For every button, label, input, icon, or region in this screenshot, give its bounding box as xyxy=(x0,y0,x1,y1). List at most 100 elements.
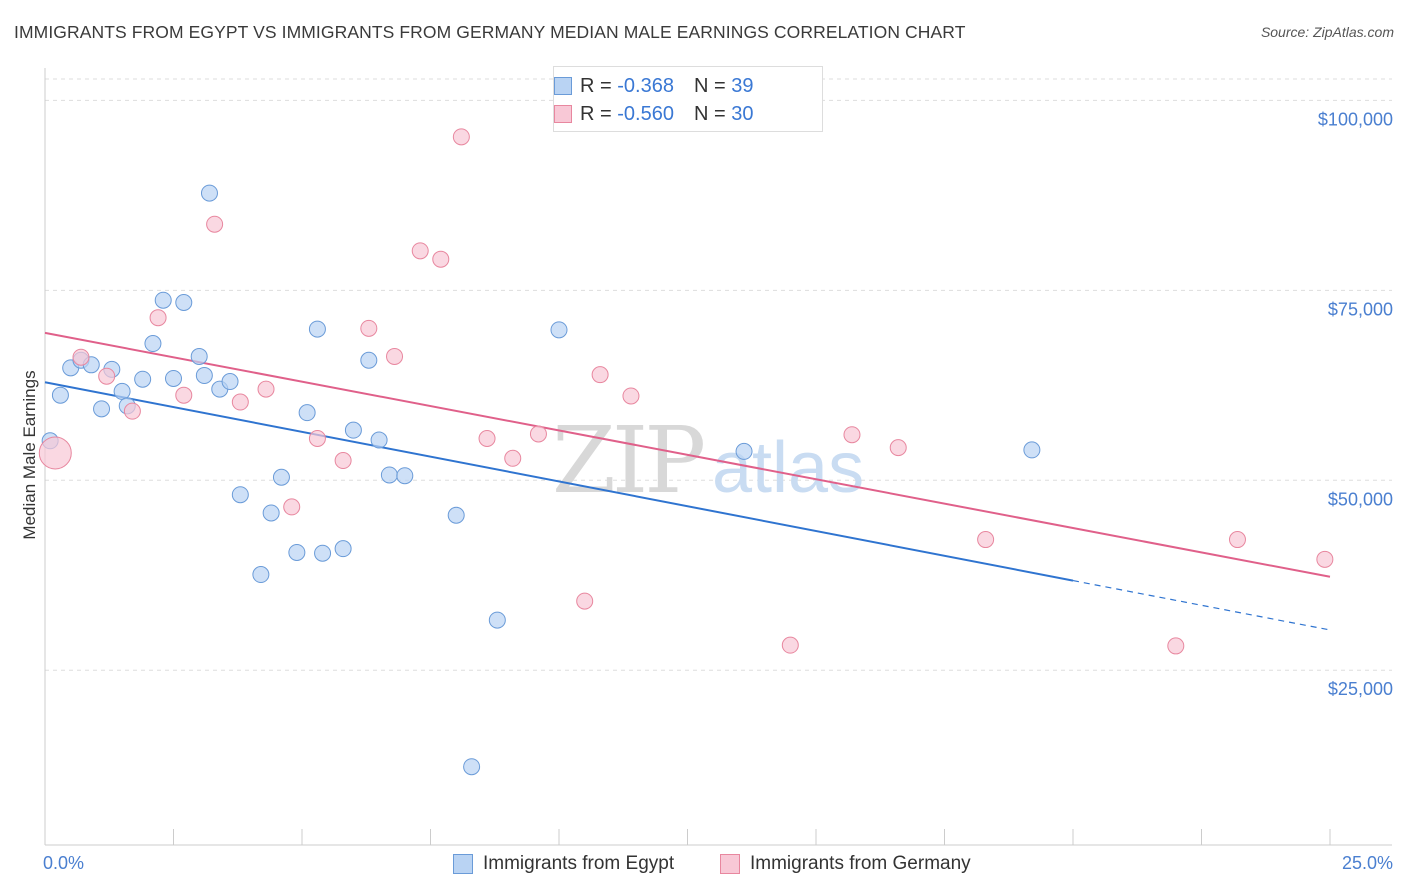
germany-point xyxy=(334,452,352,470)
egypt-point xyxy=(134,370,152,388)
n-label: N = xyxy=(693,102,726,125)
bottom-legend-egypt: Immigrants from Egypt xyxy=(453,852,674,876)
egypt-point xyxy=(195,366,213,384)
germany-swatch xyxy=(554,105,572,123)
grid-layer xyxy=(45,78,1392,671)
germany-point xyxy=(123,402,141,420)
egypt-point xyxy=(221,373,239,391)
germany-point xyxy=(529,425,547,443)
germany-point xyxy=(360,319,378,337)
n-value: 39 xyxy=(731,74,754,97)
egypt-trendline-extension xyxy=(1072,579,1331,631)
egypt-point xyxy=(463,758,481,776)
egypt-point xyxy=(262,504,280,522)
egypt-trendline xyxy=(44,381,1074,582)
egypt-point xyxy=(252,566,270,584)
egypt-point xyxy=(396,467,414,485)
egypt-point xyxy=(190,347,208,365)
y-tick-label: $25,000 xyxy=(1328,679,1393,699)
x-tick-label: 0.0% xyxy=(43,853,84,873)
egypt-point xyxy=(370,431,388,449)
egypt-point xyxy=(298,404,316,422)
chart-title: IMMIGRANTS FROM EGYPT VS IMMIGRANTS FROM… xyxy=(14,22,966,42)
egypt-point xyxy=(360,351,378,369)
germany-point xyxy=(1228,531,1246,549)
y-tick-label: $75,000 xyxy=(1328,299,1393,319)
points-layer xyxy=(38,128,1334,776)
germany-point xyxy=(622,387,640,405)
egypt-point xyxy=(113,382,131,400)
labels-layer: $25,000 $50,000 $75,000 $100,000 0.0% 25.0% Me… xyxy=(20,109,1393,873)
egypt-point xyxy=(288,543,306,561)
egypt-point xyxy=(380,466,398,484)
germany-point xyxy=(1316,550,1334,568)
germany-point xyxy=(231,393,249,411)
germany-point xyxy=(781,636,799,654)
germany-point xyxy=(257,380,275,398)
egypt-legend-label: Immigrants from Egypt xyxy=(483,853,675,874)
y-axis-title: Median Male Earnings xyxy=(20,370,39,539)
germany-point xyxy=(1167,637,1185,655)
egypt-point xyxy=(200,184,218,202)
y-tick-label: $50,000 xyxy=(1328,489,1393,509)
germany-point xyxy=(576,592,594,610)
egypt-point xyxy=(488,611,506,629)
egypt-point xyxy=(51,386,69,404)
germany-point xyxy=(308,430,326,448)
germany-point xyxy=(411,242,429,260)
germany-point xyxy=(452,128,470,146)
legend-row-egypt: R = -0.368 N = 39 xyxy=(554,72,754,100)
germany-point xyxy=(504,449,522,467)
r-label: R = xyxy=(580,102,612,125)
germany-point xyxy=(977,531,995,549)
egypt-point xyxy=(344,421,362,439)
egypt-point xyxy=(272,468,290,486)
egypt-point xyxy=(308,320,326,338)
egypt-point xyxy=(550,321,568,339)
x-tick-label: 25.0% xyxy=(1342,853,1393,873)
germany-point xyxy=(206,215,224,233)
watermark-zip: ZIP xyxy=(552,407,703,514)
germany-point xyxy=(478,430,496,448)
germany-point xyxy=(889,439,907,457)
germany-legend-label: Immigrants from Germany xyxy=(750,853,971,874)
germany-point xyxy=(72,348,90,366)
r-label: R = xyxy=(580,74,612,97)
germany-point xyxy=(386,347,404,365)
legend-row-germany: R = -0.560 N = 30 xyxy=(554,100,753,128)
egypt-point xyxy=(154,291,172,309)
egypt-point xyxy=(175,294,193,311)
germany-legend-swatch xyxy=(720,854,740,874)
egypt-point xyxy=(735,442,753,460)
watermark: ZIP atlas xyxy=(552,407,864,514)
r-value: -0.560 xyxy=(617,102,674,125)
egypt-point xyxy=(314,544,332,562)
germany-trendline xyxy=(44,331,1331,578)
germany-point xyxy=(38,436,72,470)
germany-point xyxy=(175,386,193,404)
egypt-point xyxy=(231,486,249,504)
source-credit: Source: ZipAtlas.com xyxy=(1260,24,1394,40)
egypt-point xyxy=(334,540,352,558)
y-tick-label: $100,000 xyxy=(1318,109,1393,129)
egypt-point xyxy=(93,400,111,418)
germany-point xyxy=(283,498,301,516)
germany-point xyxy=(843,426,861,444)
egypt-point xyxy=(165,369,182,387)
egypt-point xyxy=(144,335,162,353)
n-label: N = xyxy=(693,74,726,97)
germany-point xyxy=(149,309,167,327)
egypt-swatch xyxy=(554,77,572,95)
germany-point xyxy=(98,367,116,385)
egypt-point xyxy=(447,506,465,524)
germany-point xyxy=(432,250,450,268)
r-value: -0.368 xyxy=(617,74,674,97)
egypt-point xyxy=(1023,441,1041,459)
trend-layer xyxy=(44,331,1331,631)
egypt-legend-swatch xyxy=(453,854,473,874)
watermark-atlas: atlas xyxy=(712,428,864,508)
germany-point xyxy=(591,366,609,384)
correlation-legend: R = -0.368 N = 39 R = -0.560 N = 30 xyxy=(553,66,823,132)
bottom-legend-germany: Immigrants from Germany xyxy=(720,852,971,876)
